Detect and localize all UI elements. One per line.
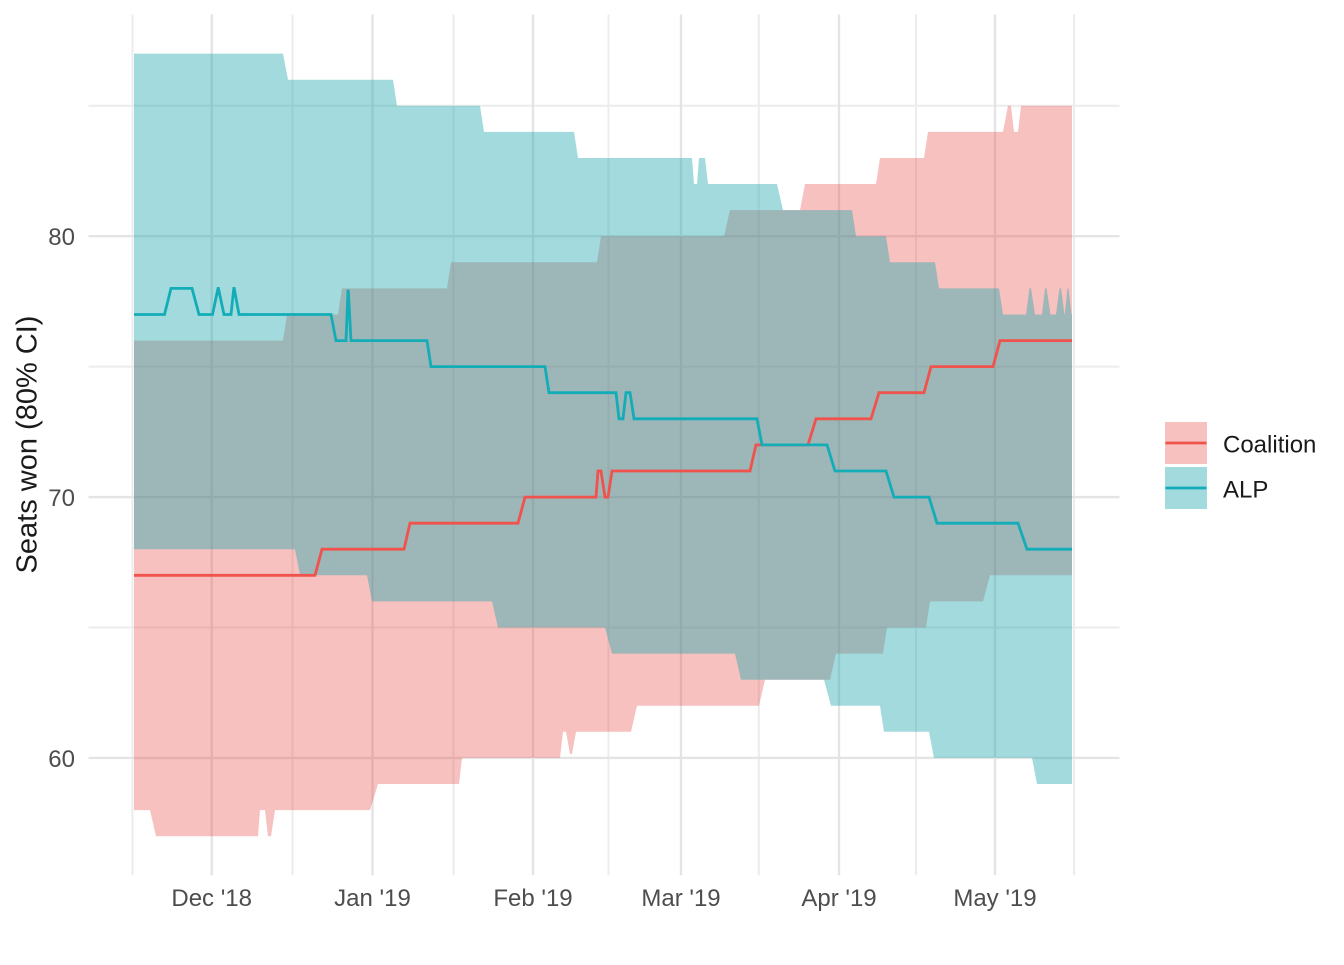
svg-text:80: 80	[48, 224, 75, 251]
svg-text:Mar '19: Mar '19	[641, 885, 720, 912]
svg-text:May '19: May '19	[953, 885, 1036, 912]
svg-text:Coalition: Coalition	[1223, 432, 1316, 459]
svg-text:Apr '19: Apr '19	[801, 885, 876, 912]
svg-text:60: 60	[48, 746, 75, 773]
svg-text:70: 70	[48, 485, 75, 512]
svg-text:Seats won (80% CI): Seats won (80% CI)	[12, 316, 44, 574]
svg-text:ALP: ALP	[1223, 477, 1268, 504]
svg-text:Dec '18: Dec '18	[171, 885, 252, 912]
svg-text:Feb '19: Feb '19	[493, 885, 572, 912]
svg-text:Jan '19: Jan '19	[334, 885, 411, 912]
